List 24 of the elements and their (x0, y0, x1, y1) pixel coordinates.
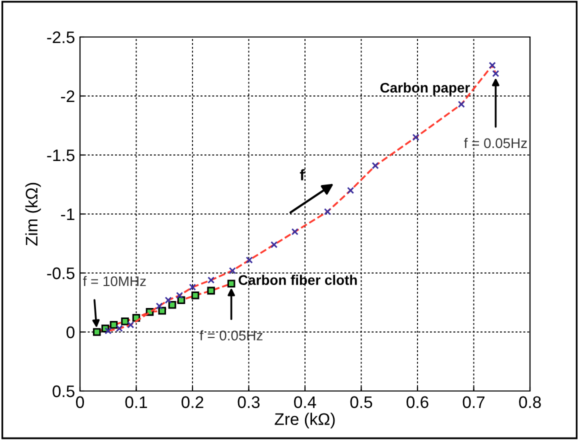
series-label: Carbon paper (380, 82, 470, 96)
y-tick-label: -2.5 (47, 31, 74, 44)
y-tick-label: -1.5 (47, 150, 74, 162)
y-tick-label: -1 (61, 208, 74, 220)
x-tick-label: 0.2 (182, 396, 204, 408)
y-tick-label: -2 (61, 90, 74, 102)
x-tick-label: 0.4 (294, 396, 316, 408)
x-tick-label: 0.3 (238, 396, 260, 408)
y-axis-title: Zim (kΩ) (25, 182, 41, 246)
y-tick-label: 0.5 (52, 385, 74, 398)
y-tick-label: 0 (66, 326, 74, 338)
x-tick-label: 0.5 (350, 396, 372, 408)
annotation: f (300, 169, 305, 180)
annotation: f = 10MHz (83, 276, 146, 286)
x-tick-label: 0.6 (406, 396, 428, 408)
x-tick-label: 0.8 (519, 396, 541, 408)
series-label: Carbon fiber cloth (238, 274, 357, 285)
annotation: f = 0.05Hz (200, 330, 262, 340)
x-axis-title: Zre (kΩ) (274, 412, 335, 428)
x-tick-label: 0 (76, 396, 84, 408)
x-tick-label: 0.1 (125, 396, 148, 408)
annotation: f = 0.05Hz (464, 138, 527, 148)
y-tick-label: -0.5 (47, 267, 74, 280)
x-tick-label: 0.7 (462, 396, 484, 408)
